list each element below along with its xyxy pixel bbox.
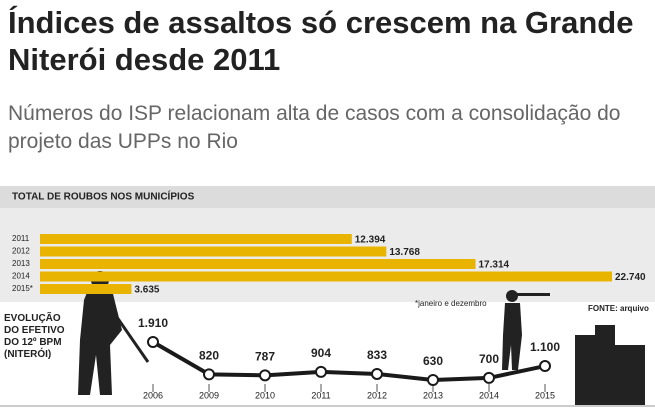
point [539, 360, 551, 373]
point [371, 367, 383, 380]
value-label: 13.768 [389, 247, 420, 258]
bar [40, 246, 387, 257]
category-label: 2011 [12, 234, 30, 243]
headline: Índices de assaltos só crescem na Grande… [8, 5, 634, 77]
value-label: 1.100 [530, 340, 560, 354]
point [259, 369, 271, 382]
buildings [575, 325, 645, 405]
category-label: 2012 [12, 247, 30, 256]
x-tick-label: 2006 [143, 390, 163, 400]
x-tick-label: 2012 [367, 390, 387, 400]
x-tick-label: 2014 [479, 390, 499, 400]
bar [40, 234, 352, 244]
x-tick-label: 2009 [199, 390, 219, 400]
point [203, 368, 215, 381]
point [483, 371, 495, 384]
value-label: 22.740 [615, 272, 646, 283]
bar [40, 284, 132, 294]
source: FONTE: arquivo [588, 304, 649, 313]
soldier-right [502, 290, 550, 370]
x-tick-label: 2013 [423, 390, 443, 400]
value-label: 1.910 [138, 316, 168, 330]
point [147, 336, 159, 348]
value-label: 700 [479, 352, 499, 366]
subheadline: Números do ISP relacionam alta de casos … [8, 102, 621, 153]
value-label: 787 [255, 350, 275, 364]
value-label: 12.394 [355, 235, 386, 246]
bar [40, 259, 476, 269]
value-label: 904 [311, 346, 331, 360]
category-label: 2015* [12, 284, 33, 293]
value-label: 630 [423, 354, 443, 368]
line [151, 340, 546, 383]
title-band [0, 186, 655, 208]
value-label: 820 [199, 349, 219, 363]
bar-title: TOTAL DE ROUBOS NOS MUNICÍPIOS [12, 190, 195, 203]
line-title: EVOLUÇÃO DO EFETIVO DO 12º BPM (NITERÓI) [4, 313, 65, 360]
bar [40, 271, 612, 282]
category-label: 2013 [12, 259, 30, 268]
point [315, 365, 327, 378]
x-tick-label: 2011 [311, 390, 330, 400]
note: *janeiro e dezembro [415, 299, 487, 308]
point [427, 374, 439, 386]
category-label: 2014 [12, 272, 30, 281]
value-label: 17.314 [479, 260, 510, 271]
x-tick-label: 2010 [255, 390, 275, 400]
x-tick-label: 2015 [535, 390, 555, 400]
value-label: 833 [367, 348, 387, 362]
value-label: 3.635 [134, 285, 159, 296]
